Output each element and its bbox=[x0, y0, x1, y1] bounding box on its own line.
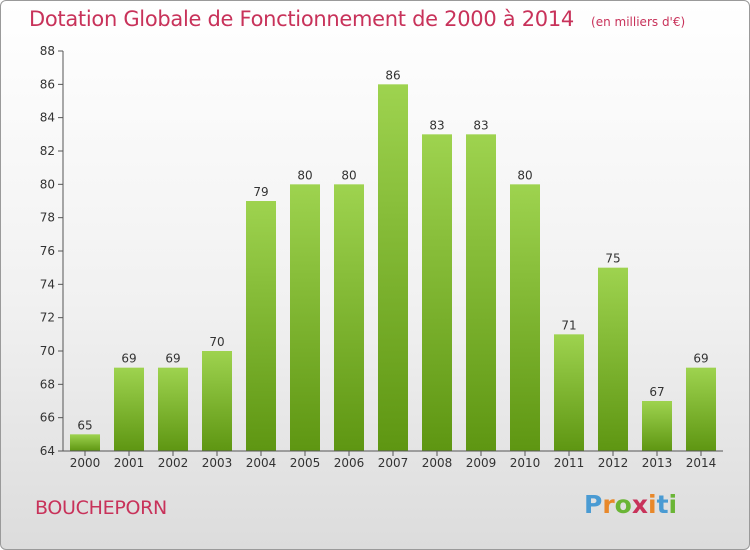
y-tick-label: 78 bbox=[40, 211, 55, 225]
bar-2011 bbox=[554, 334, 584, 451]
y-tick-label: 64 bbox=[40, 444, 55, 458]
bar-2002 bbox=[158, 367, 188, 451]
x-tick-label-2005: 2005 bbox=[290, 456, 321, 470]
y-tick-label: 84 bbox=[40, 111, 55, 125]
data-label-2007: 86 bbox=[385, 68, 400, 82]
data-label-2003: 70 bbox=[209, 335, 224, 349]
logo-letter: i bbox=[668, 490, 678, 519]
proxiti-logo: Proxiti bbox=[584, 490, 677, 519]
data-label-2011: 71 bbox=[561, 318, 576, 332]
bar-2009 bbox=[466, 134, 496, 452]
data-label-2004: 79 bbox=[253, 185, 268, 199]
logo-letter: i bbox=[648, 490, 657, 519]
x-axis: 2000 2001 2002 2003 2004 2005 2006 2007 2008 2009… bbox=[63, 450, 723, 470]
bar-2006 bbox=[334, 184, 364, 452]
chart-unit: (en milliers d'€) bbox=[591, 15, 686, 29]
data-label-2013: 67 bbox=[649, 385, 664, 399]
logo-letter: x bbox=[631, 490, 648, 519]
data-label-2010: 80 bbox=[517, 168, 532, 182]
bars: 65 69 69 70 79 80 80 86 83 83 80 71 75 67 69 bbox=[70, 68, 716, 452]
y-tick-label: 66 bbox=[40, 411, 55, 425]
x-tick-label-2012: 2012 bbox=[598, 456, 629, 470]
y-tick-label: 76 bbox=[40, 244, 55, 258]
commune-name: BOUCHEPORN bbox=[35, 497, 167, 519]
bar-2005 bbox=[290, 184, 320, 452]
data-label-2000: 65 bbox=[77, 418, 92, 432]
y-tick-label: 86 bbox=[40, 77, 55, 91]
data-label-2012: 75 bbox=[605, 252, 620, 266]
y-tick-label: 68 bbox=[40, 377, 55, 391]
data-label-2009: 83 bbox=[473, 118, 488, 132]
bar-2010 bbox=[510, 184, 540, 452]
chart-title: Dotation Globale de Fonctionnement de 20… bbox=[29, 7, 574, 31]
data-label-2006: 80 bbox=[341, 168, 356, 182]
y-tick-label: 74 bbox=[40, 277, 55, 291]
bar-2008 bbox=[422, 134, 452, 452]
data-label-2008: 83 bbox=[429, 118, 444, 132]
x-tick-label-2009: 2009 bbox=[466, 456, 497, 470]
title-row: Dotation Globale de Fonctionnement de 20… bbox=[29, 7, 685, 31]
x-tick-label-2006: 2006 bbox=[334, 456, 365, 470]
bar-2012 bbox=[598, 267, 628, 451]
x-tick-label-2007: 2007 bbox=[378, 456, 409, 470]
data-label-2005: 80 bbox=[297, 168, 312, 182]
x-tick-label-2014: 2014 bbox=[686, 456, 717, 470]
y-tick-label: 88 bbox=[40, 44, 55, 58]
data-label-2014: 69 bbox=[693, 352, 708, 366]
x-tick-label-2004: 2004 bbox=[246, 456, 277, 470]
y-tick-label: 82 bbox=[40, 144, 55, 158]
bar-2013 bbox=[642, 401, 672, 451]
bar-2007 bbox=[378, 84, 408, 451]
y-tick-label: 72 bbox=[40, 311, 55, 325]
x-tick-label-2008: 2008 bbox=[422, 456, 453, 470]
x-tick-label-2001: 2001 bbox=[114, 456, 145, 470]
bar-2001 bbox=[114, 367, 144, 451]
y-tick-label: 80 bbox=[40, 177, 55, 191]
data-label-2002: 69 bbox=[165, 352, 180, 366]
x-tick-label-2002: 2002 bbox=[158, 456, 189, 470]
data-label-2001: 69 bbox=[121, 352, 136, 366]
x-tick-label-2013: 2013 bbox=[642, 456, 673, 470]
x-tick-label-2003: 2003 bbox=[202, 456, 233, 470]
x-tick-label-2011: 2011 bbox=[554, 456, 585, 470]
logo-letter: o bbox=[614, 490, 632, 519]
bar-2000 bbox=[70, 434, 100, 451]
x-tick-label-2000: 2000 bbox=[70, 456, 101, 470]
logo-letter: r bbox=[602, 490, 615, 519]
bar-2003 bbox=[202, 351, 232, 451]
logo-letter: P bbox=[584, 490, 603, 519]
bar-2004 bbox=[246, 201, 276, 451]
bar-2014 bbox=[686, 367, 716, 451]
logo-letter: t bbox=[656, 490, 669, 519]
y-tick-label: 70 bbox=[40, 344, 55, 358]
y-axis: 64 66 68 70 72 74 76 78 80 82 84 86 88 bbox=[40, 44, 64, 458]
x-tick-label-2010: 2010 bbox=[510, 456, 541, 470]
